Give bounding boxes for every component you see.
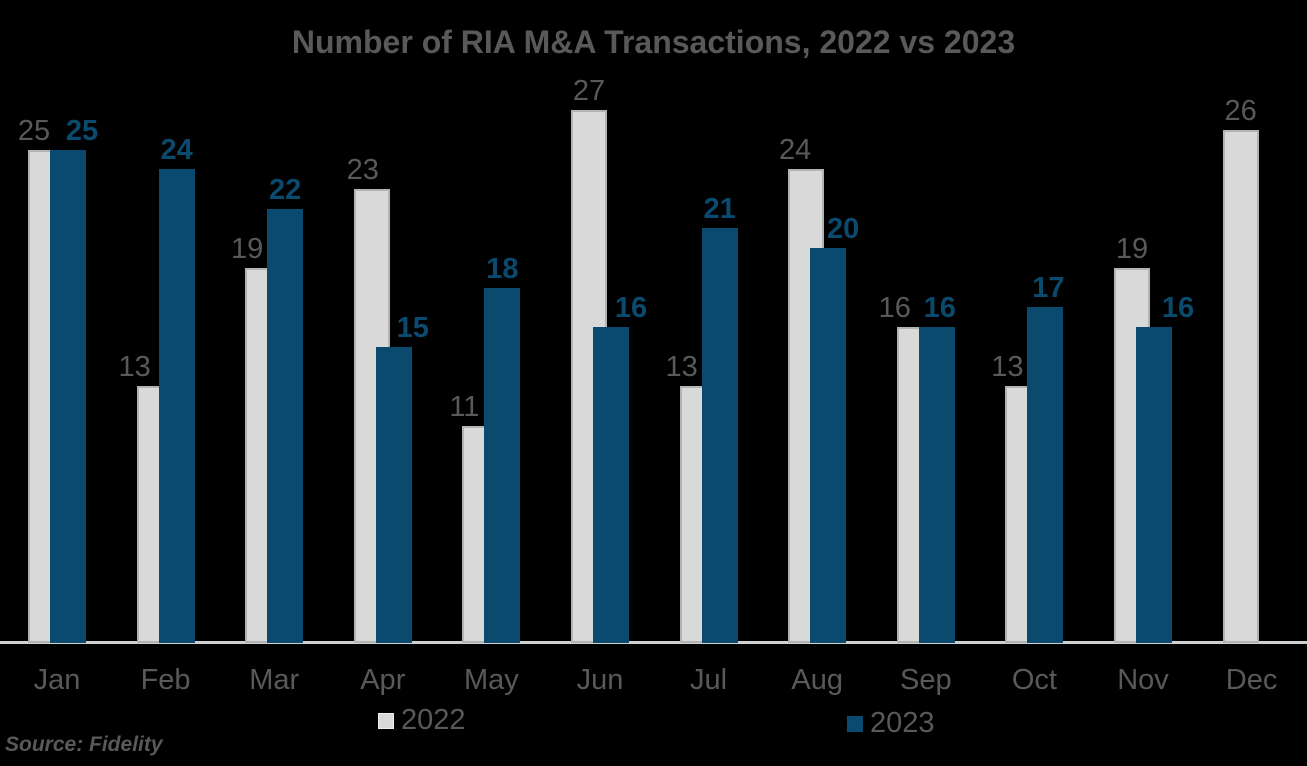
value-label-2023-mar: 22 bbox=[269, 173, 302, 206]
month-label-nov: Nov bbox=[1117, 664, 1169, 696]
bar-2023-nov bbox=[1136, 327, 1172, 643]
value-label-2022-nov: 19 bbox=[1115, 232, 1149, 265]
value-label-2022-jun: 27 bbox=[572, 75, 606, 108]
bar-2023-apr bbox=[375, 346, 412, 643]
legend-item-2022: 2022 bbox=[378, 704, 466, 737]
legend-swatch-2023-icon bbox=[847, 715, 863, 732]
value-label-2023-may: 18 bbox=[486, 252, 519, 285]
month-label-jun: Jun bbox=[576, 664, 624, 696]
legend-label-2022: 2022 bbox=[401, 704, 466, 736]
legend-label-2023: 2023 bbox=[870, 707, 935, 739]
value-label-2022-sep: 16 bbox=[878, 292, 911, 325]
bar-2023-may bbox=[484, 287, 521, 643]
value-label-2022-jul: 13 bbox=[665, 351, 698, 384]
value-label-2022-apr: 23 bbox=[346, 153, 379, 186]
value-label-2022-mar: 19 bbox=[231, 232, 264, 265]
bar-2023-jun bbox=[593, 327, 629, 643]
x-axis-line bbox=[0, 641, 1307, 644]
value-label-2022-feb: 13 bbox=[118, 351, 151, 384]
month-label-apr: Apr bbox=[360, 664, 406, 696]
value-label-2022-may: 11 bbox=[449, 390, 480, 423]
value-label-2023-jun: 16 bbox=[614, 292, 648, 325]
bar-2023-oct bbox=[1027, 307, 1064, 643]
value-label-2023-oct: 17 bbox=[1032, 272, 1065, 305]
month-label-sep: Sep bbox=[899, 664, 952, 696]
value-label-2023-jan: 25 bbox=[65, 114, 99, 147]
bar-2023-jan bbox=[50, 149, 86, 643]
month-label-aug: Aug bbox=[791, 664, 843, 696]
value-label-2023-apr: 15 bbox=[396, 311, 429, 344]
month-label-feb: Feb bbox=[140, 664, 191, 696]
bar-2023-mar bbox=[267, 208, 304, 643]
value-label-2022-dec: 26 bbox=[1224, 94, 1257, 127]
bar-2023-feb bbox=[158, 169, 195, 643]
month-label-oct: Oct bbox=[1011, 664, 1057, 696]
legend-swatch-2022-icon bbox=[378, 712, 394, 729]
bar-2023-jul bbox=[701, 228, 738, 643]
value-label-2022-aug: 24 bbox=[779, 134, 812, 167]
month-label-jul: Jul bbox=[690, 664, 728, 696]
chart-title: Number of RIA M&A Transactions, 2022 vs … bbox=[291, 24, 1016, 60]
legend-item-2023: 2023 bbox=[847, 707, 935, 740]
value-label-2022-jan: 25 bbox=[17, 114, 51, 147]
month-label-jan: Jan bbox=[33, 664, 81, 696]
month-label-dec: Dec bbox=[1225, 664, 1278, 696]
bar-2022-dec bbox=[1222, 129, 1259, 643]
month-label-mar: Mar bbox=[249, 664, 300, 696]
value-label-2023-nov: 16 bbox=[1161, 292, 1195, 325]
month-label-may: May bbox=[463, 664, 519, 696]
value-label-2023-jul: 21 bbox=[703, 193, 736, 226]
source-note: Source: Fidelity bbox=[5, 733, 163, 756]
value-label-2023-sep: 16 bbox=[923, 292, 956, 325]
value-label-2023-aug: 20 bbox=[827, 213, 860, 246]
bar-2023-sep bbox=[918, 327, 955, 643]
value-label-2023-feb: 24 bbox=[160, 134, 193, 167]
bar-2023-aug bbox=[810, 248, 847, 643]
value-label-2022-oct: 13 bbox=[991, 351, 1024, 384]
